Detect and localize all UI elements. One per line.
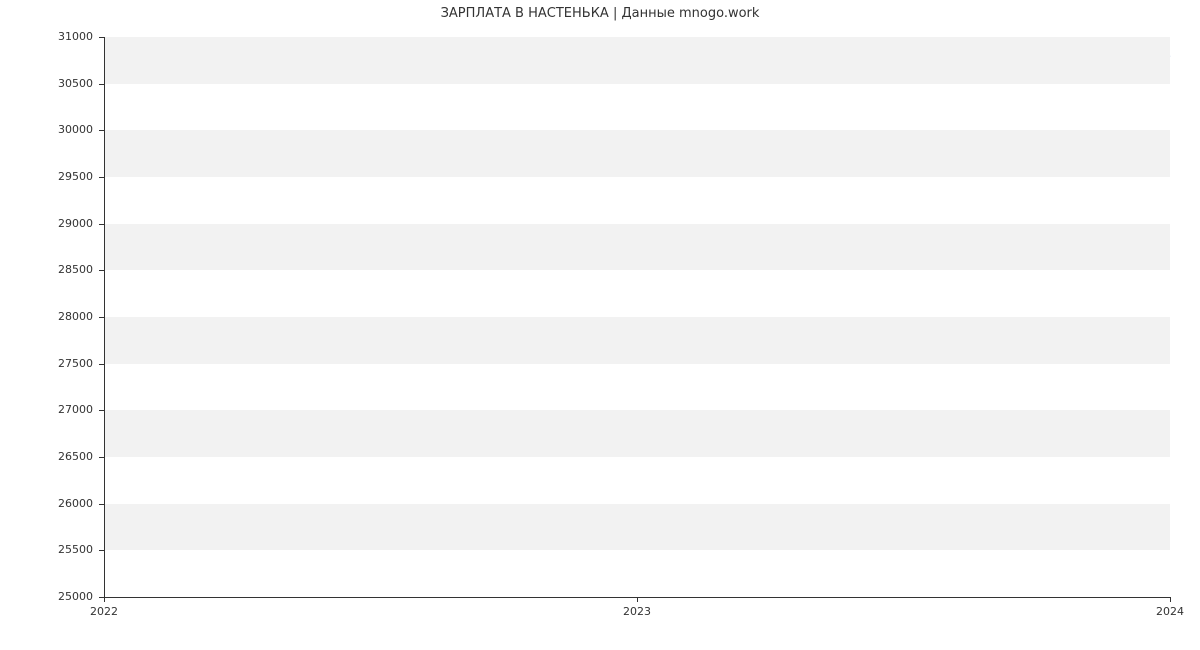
grid-band bbox=[104, 177, 1170, 224]
x-tick-label: 2024 bbox=[1156, 605, 1184, 618]
grid-band bbox=[104, 457, 1170, 504]
grid-band bbox=[104, 364, 1170, 411]
x-tick bbox=[1170, 597, 1171, 602]
grid-band bbox=[104, 84, 1170, 131]
y-tick-label: 25000 bbox=[0, 590, 93, 603]
chart-title: ЗАРПЛАТА В НАСТЕНЬКА | Данные mnogo.work bbox=[0, 6, 1200, 21]
y-tick-label: 25500 bbox=[0, 543, 93, 556]
y-tick-label: 29500 bbox=[0, 170, 93, 183]
grid-band bbox=[104, 130, 1170, 177]
y-axis bbox=[104, 37, 105, 597]
grid-band bbox=[104, 37, 1170, 84]
y-tick-label: 30500 bbox=[0, 77, 93, 90]
plot-area bbox=[104, 37, 1170, 597]
y-tick-label: 27500 bbox=[0, 357, 93, 370]
salary-chart: ЗАРПЛАТА В НАСТЕНЬКА | Данные mnogo.work… bbox=[0, 0, 1200, 650]
x-tick-label: 2023 bbox=[623, 605, 651, 618]
y-tick-label: 28000 bbox=[0, 310, 93, 323]
y-tick-label: 27000 bbox=[0, 403, 93, 416]
y-tick-label: 28500 bbox=[0, 263, 93, 276]
grid-band bbox=[104, 270, 1170, 317]
grid-band bbox=[104, 410, 1170, 457]
y-tick-label: 29000 bbox=[0, 217, 93, 230]
y-tick-label: 31000 bbox=[0, 30, 93, 43]
x-axis bbox=[104, 597, 1170, 598]
y-tick-label: 26500 bbox=[0, 450, 93, 463]
grid-band bbox=[104, 317, 1170, 364]
grid-band bbox=[104, 550, 1170, 597]
grid-band bbox=[104, 504, 1170, 551]
y-tick-label: 26000 bbox=[0, 497, 93, 510]
y-tick-label: 30000 bbox=[0, 123, 93, 136]
x-tick-label: 2022 bbox=[90, 605, 118, 618]
grid-band bbox=[104, 224, 1170, 271]
